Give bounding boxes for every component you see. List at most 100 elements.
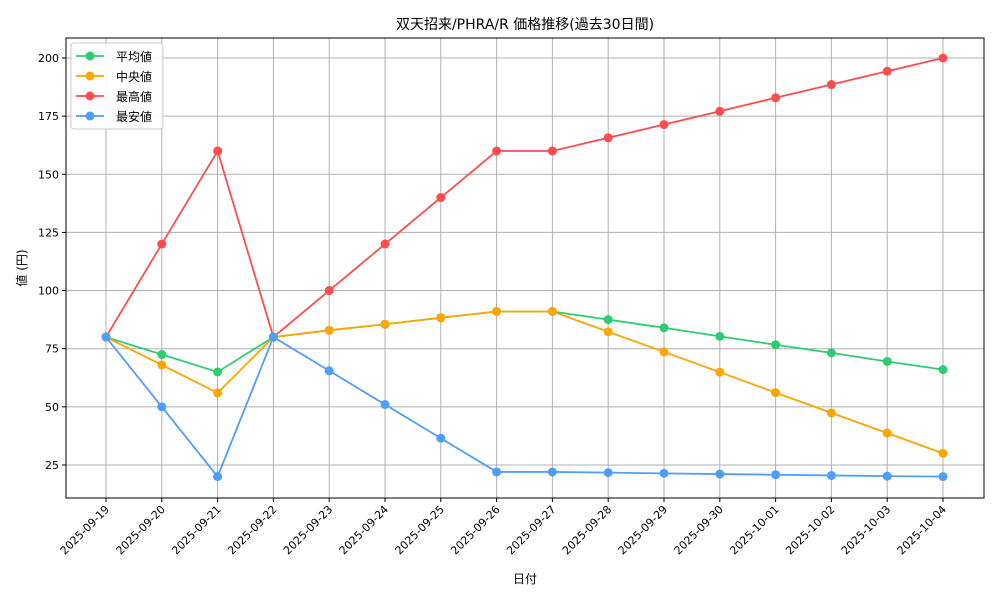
data-point bbox=[380, 239, 390, 249]
series-line bbox=[105, 310, 944, 373]
data-point bbox=[771, 388, 781, 398]
data-point bbox=[826, 80, 836, 90]
data-point bbox=[157, 350, 167, 360]
data-point bbox=[882, 66, 892, 76]
data-point bbox=[603, 315, 613, 325]
legend-marker bbox=[85, 71, 95, 81]
data-point bbox=[324, 325, 334, 335]
x-tick-label: 2025-09-26 bbox=[448, 503, 502, 557]
data-point bbox=[213, 472, 223, 482]
data-point bbox=[492, 467, 502, 477]
series-line bbox=[105, 310, 944, 455]
legend-label: 最安値 bbox=[116, 109, 152, 124]
data-point bbox=[436, 193, 446, 203]
data-point bbox=[324, 286, 334, 296]
legend-label: 中央値 bbox=[116, 69, 152, 84]
x-tick-label: 2025-10-04 bbox=[895, 503, 949, 557]
y-axis-label: 値 (円) bbox=[14, 249, 29, 286]
data-point bbox=[938, 53, 948, 63]
y-tick-label: 150 bbox=[38, 168, 59, 181]
x-tick-label: 2025-09-23 bbox=[281, 503, 335, 557]
x-tick-label: 2025-09-22 bbox=[225, 503, 279, 557]
data-point bbox=[547, 467, 557, 477]
data-point bbox=[659, 120, 669, 130]
legend-marker bbox=[85, 51, 95, 61]
series-group bbox=[101, 53, 948, 482]
data-point bbox=[436, 313, 446, 323]
y-tick-label: 175 bbox=[38, 110, 59, 123]
y-tick-label: 125 bbox=[38, 226, 59, 239]
data-point bbox=[659, 323, 669, 333]
x-tick-label: 2025-09-28 bbox=[560, 503, 614, 557]
data-point bbox=[715, 367, 725, 377]
data-point bbox=[547, 146, 557, 156]
x-tick-label: 2025-09-29 bbox=[616, 503, 670, 557]
data-point bbox=[659, 347, 669, 357]
data-point bbox=[715, 469, 725, 479]
data-point bbox=[157, 402, 167, 412]
x-tick-label: 2025-09-30 bbox=[672, 503, 726, 557]
data-point bbox=[380, 400, 390, 410]
data-point bbox=[826, 470, 836, 480]
x-tick-label: 2025-09-24 bbox=[337, 503, 391, 557]
data-point bbox=[771, 340, 781, 350]
data-point bbox=[213, 146, 223, 156]
series-最安値 bbox=[101, 332, 948, 482]
data-point bbox=[938, 365, 948, 375]
data-point bbox=[213, 388, 223, 398]
data-point bbox=[826, 348, 836, 358]
series-line bbox=[105, 335, 944, 479]
series-最高値 bbox=[101, 53, 948, 342]
y-tick-label: 75 bbox=[45, 343, 59, 356]
data-point bbox=[826, 408, 836, 418]
data-point bbox=[715, 331, 725, 341]
plot-frame bbox=[65, 37, 985, 499]
data-point bbox=[938, 472, 948, 482]
data-point bbox=[380, 319, 390, 329]
x-axis: 2025-09-19 2025-09-20 2025-09-21 2025-09-22… bbox=[58, 498, 949, 557]
x-tick-label: 2025-09-19 bbox=[58, 503, 112, 557]
data-point bbox=[771, 470, 781, 480]
data-point bbox=[492, 146, 502, 156]
data-point bbox=[938, 448, 948, 458]
data-point bbox=[268, 332, 278, 342]
y-tick-label: 100 bbox=[38, 285, 59, 298]
data-point bbox=[603, 133, 613, 143]
data-point bbox=[436, 433, 446, 443]
y-tick-label: 200 bbox=[38, 52, 59, 65]
x-tick-label: 2025-10-02 bbox=[783, 503, 837, 557]
legend-marker bbox=[85, 91, 95, 101]
x-tick-label: 2025-09-21 bbox=[169, 503, 223, 557]
legend-label: 平均値 bbox=[116, 49, 152, 64]
grid bbox=[66, 38, 984, 498]
data-point bbox=[771, 93, 781, 103]
data-point bbox=[659, 468, 669, 478]
data-point bbox=[882, 428, 892, 438]
data-point bbox=[157, 360, 167, 370]
y-axis: 25 50 75 100 125 150 175 200 bbox=[38, 52, 66, 472]
data-point bbox=[882, 356, 892, 366]
legend-box bbox=[70, 42, 164, 130]
data-point bbox=[603, 327, 613, 337]
x-tick-label: 2025-10-01 bbox=[727, 503, 781, 557]
x-tick-label: 2025-09-27 bbox=[504, 503, 558, 557]
x-tick-label: 2025-09-20 bbox=[114, 503, 168, 557]
chart-title: 双天招来/PHRA/R 価格推移(過去30日間) bbox=[396, 17, 654, 33]
legend-marker bbox=[85, 111, 95, 121]
data-point bbox=[882, 471, 892, 481]
data-point bbox=[492, 306, 502, 316]
series-中央値 bbox=[101, 306, 948, 458]
legend-label: 最高値 bbox=[116, 89, 152, 104]
data-point bbox=[101, 332, 111, 342]
data-point bbox=[213, 367, 223, 377]
series-平均値 bbox=[101, 306, 948, 377]
x-axis-label: 日付 bbox=[513, 572, 537, 586]
x-tick-label: 2025-10-03 bbox=[839, 503, 893, 557]
y-tick-label: 25 bbox=[45, 459, 59, 472]
data-point bbox=[547, 306, 557, 316]
series-line bbox=[105, 57, 944, 339]
data-point bbox=[603, 468, 613, 478]
data-point bbox=[715, 106, 725, 116]
